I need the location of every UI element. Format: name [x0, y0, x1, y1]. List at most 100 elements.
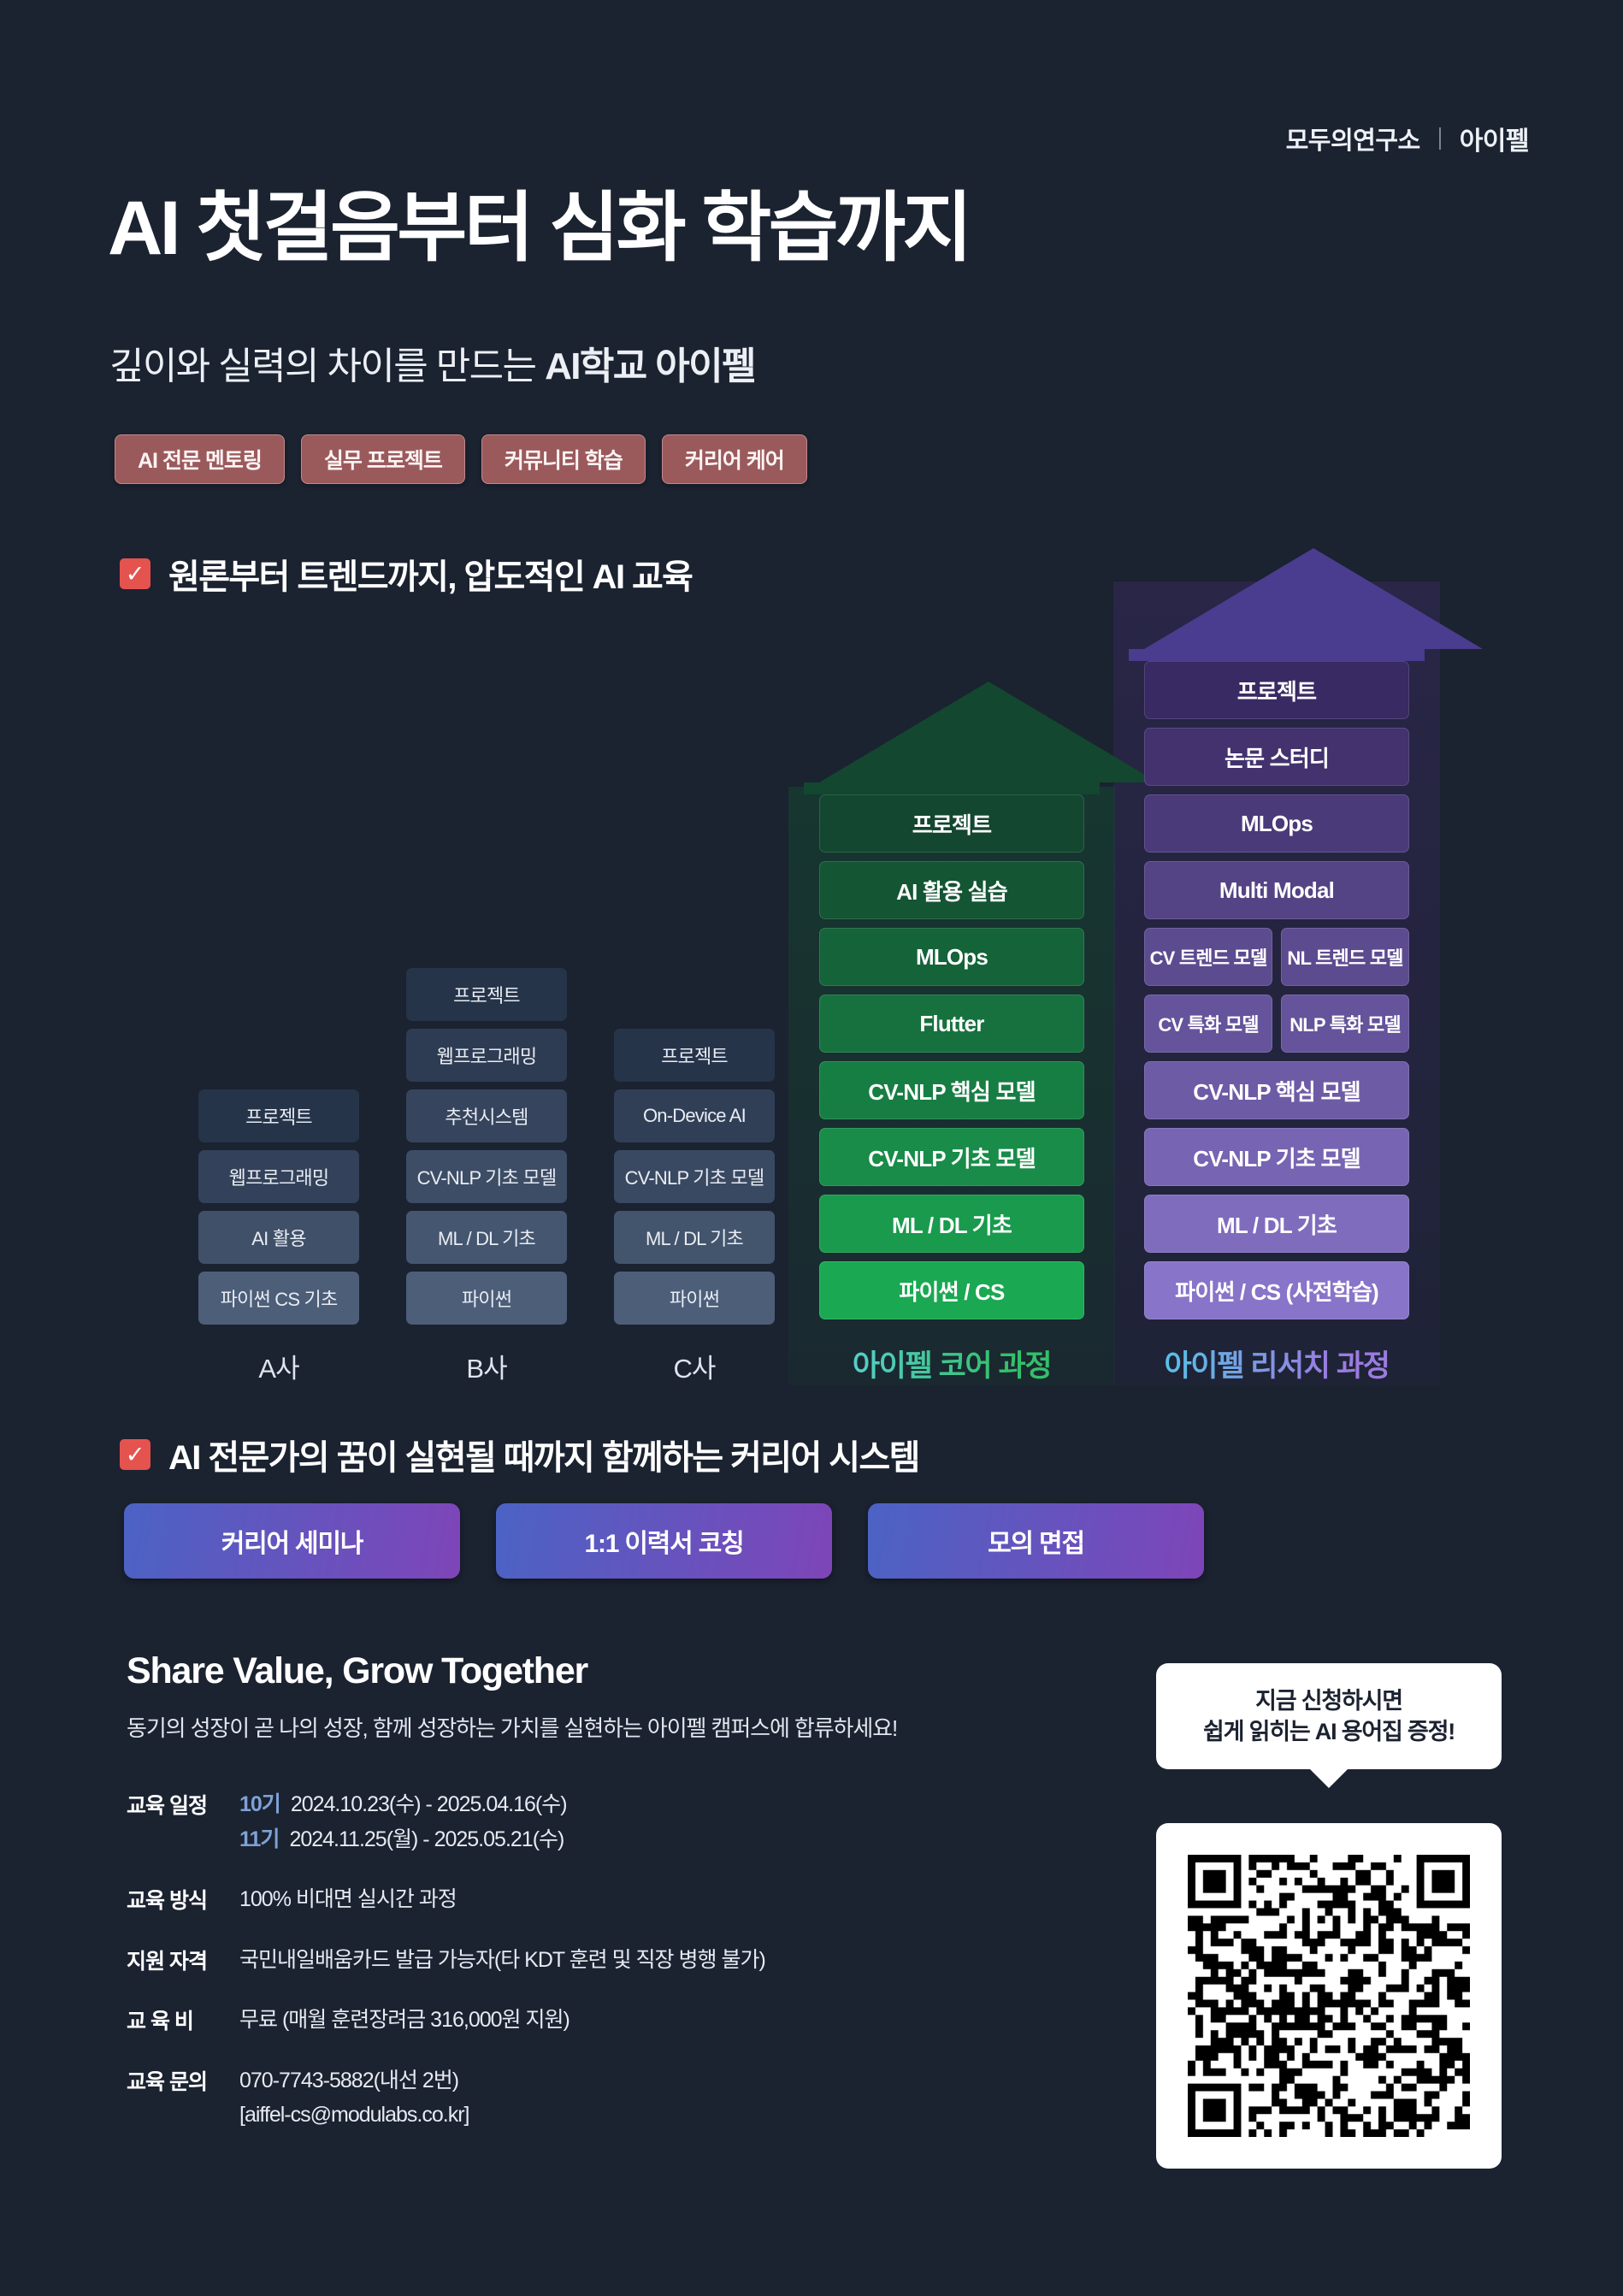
arrow-roof-icon	[819, 682, 1158, 782]
qr-code-card[interactable]	[1156, 1823, 1502, 2169]
curriculum-box: ML / DL 기초	[1144, 1195, 1409, 1253]
info-line: 무료 (매월 훈련장려금 316,000원 지원)	[239, 2003, 570, 2038]
arrow-shaft	[804, 782, 1100, 794]
info-line: 11기 2024.11.25(월) - 2025.05.21(수)	[239, 1822, 567, 1857]
curriculum-box-pair: CV 트렌드 모델 NL 트렌드 모델	[1144, 928, 1409, 986]
career-section-heading: ✓ AI 전문가의 꿈이 실현될 때까지 함께하는 커리어 시스템	[120, 1430, 920, 1479]
curriculum-column-label: A사	[258, 1354, 299, 1384]
feature-tag[interactable]: 실무 프로젝트	[300, 434, 465, 484]
info-row-label: 교 육 비	[127, 2010, 194, 2033]
feature-tag[interactable]: AI 전문 멘토링	[115, 434, 285, 484]
subtitle-plain: 깊이와 실력의 차이를 만드는	[109, 345, 546, 387]
curriculum-box: MLOps	[1144, 794, 1409, 853]
curriculum-box: AI 활용	[198, 1211, 359, 1264]
footer-subtitle: 동기의 성장이 곧 나의 성장, 함께 성장하는 가치를 실현하는 아이펠 캠퍼…	[127, 1715, 898, 1741]
page-title: AI 첫걸음부터 심화 학습까지	[108, 185, 972, 270]
career-pill[interactable]: 모의 면접	[868, 1503, 1204, 1579]
info-line-text: 2024.11.25(월) - 2025.05.21(수)	[289, 1827, 564, 1851]
curriculum-box-stack: 프로젝트 On-Device AI CV-NLP 기초 모델 ML / DL 기초 파이…	[614, 1029, 775, 1325]
curriculum-column-aiffel-research: 프로젝트 논문 스터디 MLOps Multi Modal CV 트렌드 모델 NL 트렌…	[1129, 548, 1483, 1385]
curriculum-box: Multi Modal	[1144, 861, 1409, 919]
curriculum-box: CV-NLP 핵심 모델	[819, 1061, 1084, 1119]
arrow-shaft	[1129, 649, 1425, 661]
career-heading-label: AI 전문가의 꿈이 실현될 때까지 함께하는 커리어 시스템	[168, 1439, 920, 1477]
curriculum-box-stack: 프로젝트 AI 활용 실습 MLOps Flutter CV-NLP 핵심 모델 CV-N…	[819, 794, 1084, 1319]
curriculum-box: 프로젝트	[198, 1089, 359, 1142]
info-line: 10기 2024.10.23(수) - 2025.04.16(수)	[239, 1787, 568, 1822]
brand-divider	[1438, 127, 1441, 150]
brand-product-name: 아이펠	[1459, 127, 1530, 156]
arrow-roof-icon	[1144, 548, 1483, 649]
curriculum-column-company-c: 프로젝트 On-Device AI CV-NLP 기초 모델 ML / DL 기초 파이…	[614, 1029, 775, 1385]
curriculum-box: CV 트렌드 모델	[1144, 928, 1272, 986]
career-pill[interactable]: 1:1 이력서 코칭	[496, 1503, 832, 1579]
curriculum-box: On-Device AI	[614, 1089, 775, 1142]
curriculum-box: 파이썬 / CS (사전학습)	[1144, 1261, 1409, 1319]
subtitle-bold: AI학교 아이펠	[545, 345, 756, 387]
curriculum-box: 웹프로그래밍	[406, 1029, 567, 1082]
curriculum-box: 파이썬 CS 기초	[198, 1272, 359, 1325]
info-table: 교육 일정 10기 2024.10.23(수) - 2025.04.16(수) 11기…	[127, 1787, 1084, 2133]
info-row-label: 교육 방식	[127, 1889, 208, 1913]
info-row-label: 지원 자격	[127, 1949, 208, 1974]
curriculum-heading-label: 원론부터 트렌드까지, 압도적인 AI 교육	[168, 558, 693, 596]
info-row: 교육 문의 070-7743-5882(내선 2번) [aiffel-cs@modu…	[127, 2063, 1084, 2133]
curriculum-box: 파이썬 / CS	[819, 1261, 1084, 1319]
curriculum-box-pair: CV 특화 모델 NLP 특화 모델	[1144, 995, 1409, 1053]
curriculum-box-stack: 프로젝트 논문 스터디 MLOps Multi Modal CV 트렌드 모델 NL 트렌…	[1144, 661, 1409, 1319]
info-row-value: 100% 비대면 실시간 과정	[239, 1882, 457, 1917]
info-line: 국민내일배움카드 발급 가능자(타 KDT 훈련 및 직장 병행 불가)	[239, 1943, 766, 1978]
curriculum-box: 프로젝트	[406, 968, 567, 1021]
curriculum-column-company-b: 프로젝트 웹프로그래밍 추천시스템 CV-NLP 기초 모델 ML / DL 기초 파이썬…	[406, 968, 567, 1385]
info-row-label: 교육 문의	[127, 2069, 208, 2094]
promo-line-2: 쉽게 읽히는 AI 용어집 증정!	[1203, 1719, 1455, 1744]
curriculum-box: ML / DL 기초	[614, 1211, 775, 1264]
curriculum-box: ML / DL 기초	[406, 1211, 567, 1264]
qr-code-icon	[1188, 1855, 1470, 2137]
curriculum-box: AI 활용 실습	[819, 861, 1084, 919]
career-pill[interactable]: 커리어 세미나	[124, 1503, 460, 1579]
brand-logo: 모두의연구소 아이펠	[1285, 120, 1530, 157]
feature-tag[interactable]: 커뮤니티 학습	[481, 434, 646, 484]
info-row-label: 교육 일정	[127, 1794, 208, 1818]
check-icon: ✓	[120, 558, 150, 589]
curriculum-column-label: 아이펠 리서치 과정	[1144, 1342, 1409, 1385]
curriculum-box: Flutter	[819, 995, 1084, 1053]
curriculum-diagram: 프로젝트 웹프로그래밍 AI 활용 파이썬 CS 기초 A사 프로젝트 웹프로그래밍 추천시스…	[0, 530, 1623, 1385]
cohort-badge: 11기	[239, 1827, 280, 1851]
curriculum-box: 파이썬	[614, 1272, 775, 1325]
curriculum-box: 프로젝트	[819, 794, 1084, 853]
curriculum-box: NL 트렌드 모델	[1281, 928, 1409, 986]
curriculum-section-heading: ✓ 원론부터 트렌드까지, 압도적인 AI 교육	[120, 549, 693, 599]
curriculum-box: 웹프로그래밍	[198, 1150, 359, 1203]
career-pill-row: 커리어 세미나 1:1 이력서 코칭 모의 면접	[124, 1503, 1204, 1579]
curriculum-box: 논문 스터디	[1144, 728, 1409, 786]
curriculum-column-label: 아이펠 코어 과정	[819, 1342, 1084, 1385]
promo-bubble: 지금 신청하시면 쉽게 읽히는 AI 용어집 증정!	[1156, 1663, 1502, 1769]
info-line-text: [aiffel-cs@modulabs.co.kr]	[239, 2103, 469, 2127]
info-row: 지원 자격 국민내일배움카드 발급 가능자(타 KDT 훈련 및 직장 병행 불가…	[127, 1943, 1084, 1978]
info-line-text: 무료 (매월 훈련장려금 316,000원 지원)	[239, 2008, 570, 2032]
curriculum-box: CV-NLP 기초 모델	[819, 1128, 1084, 1186]
page-subtitle: 깊이와 실력의 차이를 만드는 AI학교 아이펠	[109, 335, 756, 390]
info-line: [aiffel-cs@modulabs.co.kr]	[239, 2098, 469, 2133]
feature-tag-row: AI 전문 멘토링 실무 프로젝트 커뮤니티 학습 커리어 케어	[115, 434, 807, 484]
cohort-badge: 10기	[239, 1792, 281, 1816]
curriculum-box: 추천시스템	[406, 1089, 567, 1142]
info-row-value: 무료 (매월 훈련장려금 316,000원 지원)	[239, 2003, 570, 2038]
curriculum-column-label: C사	[673, 1354, 717, 1384]
check-icon: ✓	[120, 1439, 150, 1470]
info-row: 교 육 비 무료 (매월 훈련장려금 316,000원 지원)	[127, 2003, 1084, 2038]
info-line-text: 2024.10.23(수) - 2025.04.16(수)	[290, 1792, 568, 1816]
curriculum-box: NLP 특화 모델	[1281, 995, 1409, 1053]
info-row: 교육 일정 10기 2024.10.23(수) - 2025.04.16(수) 11기…	[127, 1787, 1084, 1856]
brand-lab-name: 모두의연구소	[1285, 127, 1421, 155]
footer-info: Share Value, Grow Together 동기의 성장이 곧 나의 …	[127, 1650, 1084, 2158]
info-row: 교육 방식 100% 비대면 실시간 과정	[127, 1882, 1084, 1917]
curriculum-box: CV-NLP 기초 모델	[614, 1150, 775, 1203]
feature-tag[interactable]: 커리어 케어	[661, 434, 807, 484]
info-row-value: 070-7743-5882(내선 2번) [aiffel-cs@modulabs.…	[239, 2063, 469, 2133]
